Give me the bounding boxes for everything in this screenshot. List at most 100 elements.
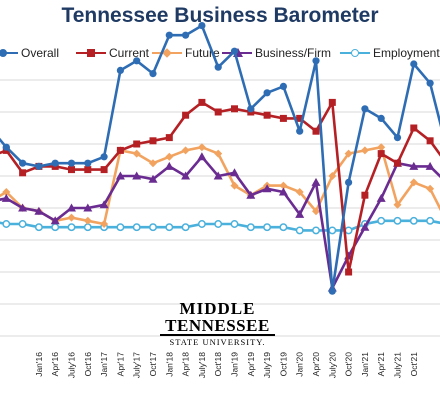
series-current (0, 98, 440, 276)
data-point (409, 216, 418, 225)
data-point (296, 127, 304, 135)
data-point (2, 220, 11, 228)
legend-label: Current (109, 46, 150, 60)
data-point (214, 220, 223, 228)
legend-label: Business/Firm (255, 46, 332, 60)
x-tick-label: Apr'18 (181, 352, 191, 377)
x-tick-label: Oct'17 (148, 352, 158, 377)
data-point (165, 134, 173, 142)
data-point (360, 222, 370, 231)
series-employment (0, 216, 440, 235)
data-point (132, 223, 141, 232)
data-point (115, 171, 125, 180)
data-point (377, 143, 386, 152)
data-point (214, 63, 222, 71)
data-point (67, 213, 76, 222)
data-point (164, 161, 174, 170)
x-tick-label: July'16 (67, 352, 77, 378)
data-point (2, 188, 11, 196)
data-point (410, 60, 418, 68)
data-point (279, 114, 287, 122)
data-point (100, 220, 109, 228)
data-point (279, 82, 287, 90)
legend-item: Current (76, 46, 149, 60)
data-point (279, 181, 288, 190)
data-point (279, 223, 288, 232)
data-point (182, 31, 190, 39)
data-point (230, 47, 239, 55)
data-point (214, 108, 222, 116)
data-point (312, 226, 320, 235)
data-point (231, 105, 238, 113)
data-point (426, 79, 434, 87)
legend-item: Overall (0, 46, 59, 60)
data-point (34, 206, 44, 215)
x-tick-label: Jan'18 (164, 352, 174, 377)
data-point (100, 166, 108, 174)
data-point (181, 223, 190, 232)
x-tick-label: July'18 (197, 352, 207, 378)
data-point (2, 143, 10, 151)
data-point (377, 150, 385, 158)
x-tick-label: Jan'17 (99, 352, 109, 377)
x-tick-label: Apr'16 (50, 352, 60, 377)
data-point (198, 22, 206, 30)
data-point (246, 223, 255, 232)
data-point (19, 169, 27, 177)
data-point (344, 149, 353, 158)
data-point (181, 171, 191, 180)
data-point (263, 89, 271, 97)
data-point (198, 98, 206, 106)
chart-title: Tennessee Business Barometer (61, 4, 379, 27)
university-logo: MIDDLE TENNESSEE STATE UNIVERSITY. (160, 300, 275, 348)
data-point (18, 220, 27, 228)
legend-item: Employment (340, 46, 440, 60)
data-point (83, 203, 93, 212)
x-tick-label: Oct'19 (278, 352, 288, 377)
x-tick-label: Apr'19 (246, 352, 256, 377)
data-point (83, 216, 92, 225)
x-tick-label: Apr'17 (115, 352, 125, 377)
data-point (328, 226, 337, 235)
x-tick-label: Oct'18 (213, 352, 223, 377)
data-point (18, 203, 28, 212)
legend-label: Employment (373, 46, 440, 60)
data-point (50, 216, 60, 225)
data-point (263, 111, 271, 119)
data-point (311, 177, 321, 186)
x-tick-label: July'20 (327, 352, 337, 378)
data-point (149, 137, 157, 145)
data-point (262, 184, 272, 193)
data-point (393, 216, 402, 225)
data-point (213, 171, 223, 180)
data-point (361, 105, 369, 113)
series-business-firm (0, 152, 440, 292)
data-point (345, 178, 353, 186)
legend-swatch (152, 47, 182, 59)
x-axis-ticks: Jan'16 Apr'16 July'16 Oct'16 Jan'17 Apr'17 Jul… (34, 352, 419, 378)
data-point (116, 223, 125, 232)
data-point (149, 70, 157, 78)
data-point (312, 127, 320, 135)
data-point (197, 152, 207, 161)
data-point (377, 114, 385, 122)
x-tick-label: Jan'20 (295, 352, 305, 377)
data-point (182, 111, 190, 119)
x-tick-label: Apr'20 (311, 352, 321, 377)
data-point (426, 216, 435, 225)
data-point (1, 193, 11, 202)
data-point (328, 287, 336, 295)
data-point (296, 114, 304, 122)
data-point (51, 223, 60, 232)
data-point (377, 216, 386, 225)
data-point (312, 207, 320, 216)
data-point (295, 188, 304, 196)
data-point (426, 184, 435, 193)
data-point (67, 203, 76, 212)
legend-swatch (340, 47, 370, 59)
logo-line-2: TENNESSEE (160, 317, 275, 336)
data-point (278, 187, 288, 196)
data-point (263, 223, 272, 232)
data-point (328, 172, 337, 180)
